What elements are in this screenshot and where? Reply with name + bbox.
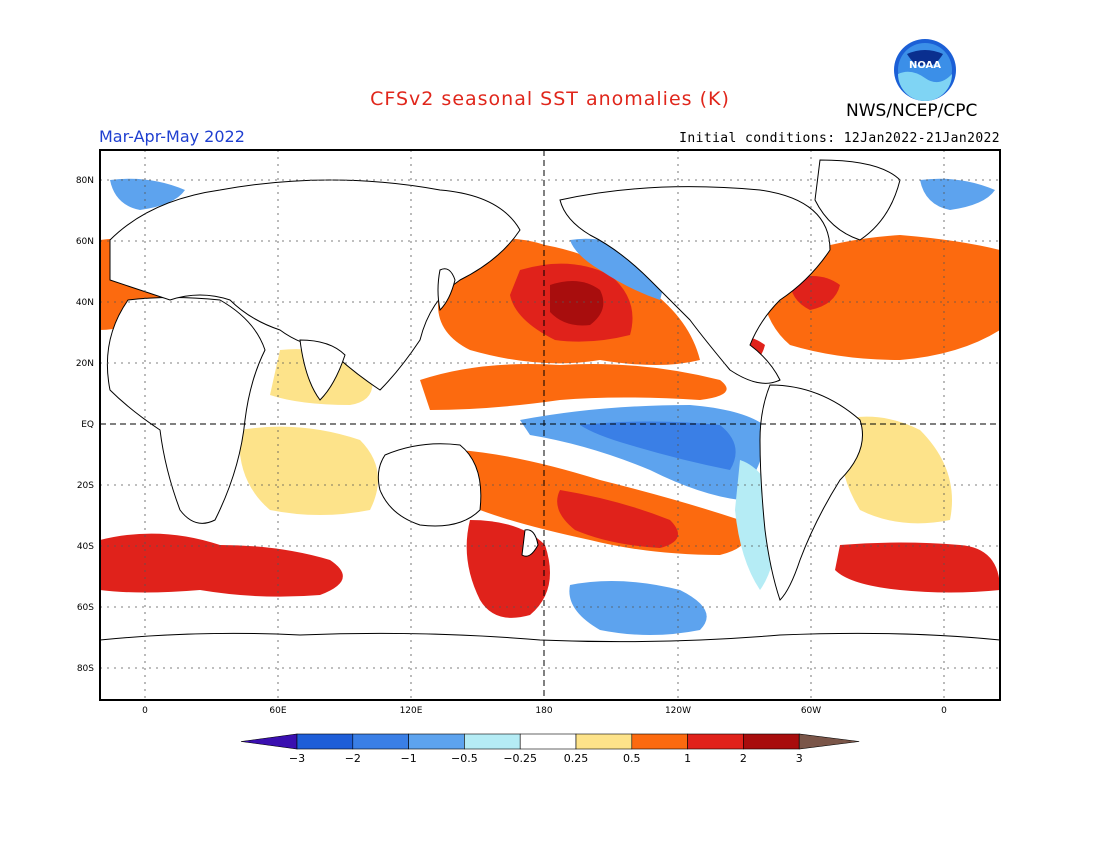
japan-outline <box>437 268 456 312</box>
indian-ocean-warm <box>239 426 378 515</box>
southern-ocean-warm-band-west <box>100 533 343 597</box>
gridlines <box>100 150 1000 700</box>
colorbar-label: −2 <box>345 752 361 765</box>
arctic-cool-west <box>110 178 185 210</box>
land-outlines <box>100 159 1000 700</box>
lat-label: 40N <box>76 298 94 308</box>
lon-label: 60E <box>269 706 286 716</box>
lat-label: EQ <box>81 420 94 430</box>
colorbar-label: −3 <box>289 752 305 765</box>
equatorial-pacific-cool-core <box>580 421 736 470</box>
north-atlantic-warm-region <box>760 235 1000 360</box>
colorbar-swatch <box>575 733 633 750</box>
south-america-outline <box>759 384 863 601</box>
lon-label: 60W <box>801 706 821 716</box>
southern-ocean-warm-band-east <box>835 542 1000 593</box>
lat-label: 60N <box>76 237 94 247</box>
map-plot-area <box>100 150 1000 700</box>
noaa-logo-icon: NOAA <box>894 39 956 101</box>
lon-label: 180 <box>535 706 552 716</box>
colorbar-label: 1 <box>684 752 691 765</box>
lon-label: 120E <box>400 706 423 716</box>
colorbar-swatch <box>519 733 577 750</box>
colorbar-label: −0.5 <box>451 752 478 765</box>
colorbar-swatch <box>352 733 409 750</box>
map-title: CFSv2 seasonal SST anomalies (K) <box>370 88 730 110</box>
cool-anomaly-regions <box>110 178 995 635</box>
lon-label: 120W <box>665 706 691 716</box>
colorbar-swatch <box>687 733 744 750</box>
colorbar-label: 3 <box>796 752 803 765</box>
colorbar-swatch <box>408 733 465 750</box>
colorbar: −3 −2 −1 −0.5 −0.25 0.25 0.5 1 2 3 <box>240 733 860 765</box>
north-america-outline <box>559 186 831 384</box>
colorbar-min-arrow <box>240 733 298 750</box>
colorbar-max-arrow <box>798 733 860 750</box>
lat-label: 80N <box>76 176 94 186</box>
colorbar-label: 0.5 <box>623 752 641 765</box>
south-atlantic-warm <box>839 416 952 524</box>
north-pacific-dark-core <box>550 281 604 326</box>
lat-label: 20S <box>77 481 94 491</box>
lat-label: 40S <box>77 542 94 552</box>
lat-label: 80S <box>77 664 94 674</box>
colorbar-swatch <box>631 733 688 750</box>
longitude-labels: 0 60E 120E 180 120W 60W 0 <box>142 706 947 716</box>
south-pacific-warm-core <box>557 490 678 548</box>
colorbar-label: 0.25 <box>564 752 589 765</box>
north-atlantic-warm-core <box>790 276 840 310</box>
agency-label: NWS/NCEP/CPC <box>846 101 978 121</box>
colorbar-label: 2 <box>740 752 747 765</box>
initial-conditions-label: Initial conditions: 12Jan2022-21Jan2022 <box>679 131 1000 146</box>
season-label: Mar-Apr-May 2022 <box>99 127 245 146</box>
map-frame <box>99 149 1001 701</box>
africa-outline <box>106 297 266 524</box>
lat-label: 20N <box>76 359 94 369</box>
india-outline <box>299 339 346 401</box>
southern-ocean-cool <box>569 581 707 635</box>
colorbar-swatch <box>743 733 800 750</box>
arctic-cool-east <box>920 178 995 210</box>
lon-label: 0 <box>941 706 947 716</box>
west-pacific-warm-tongue <box>420 364 727 410</box>
colorbar-swatch <box>464 733 521 750</box>
eurasia-outline <box>109 179 521 391</box>
latitude-labels: 80N 60N 40N 20N EQ 20S 40S 60S 80S <box>76 176 94 674</box>
colorbar-label: −1 <box>400 752 416 765</box>
antarctica-outline <box>100 632 1000 700</box>
new-zealand-outline <box>521 529 539 557</box>
lon-label: 0 <box>142 706 148 716</box>
lat-label: 60S <box>77 603 94 613</box>
colorbar-label: −0.25 <box>503 752 537 765</box>
colorbar-swatch <box>296 733 354 750</box>
noaa-logo-text: NOAA <box>909 60 941 71</box>
